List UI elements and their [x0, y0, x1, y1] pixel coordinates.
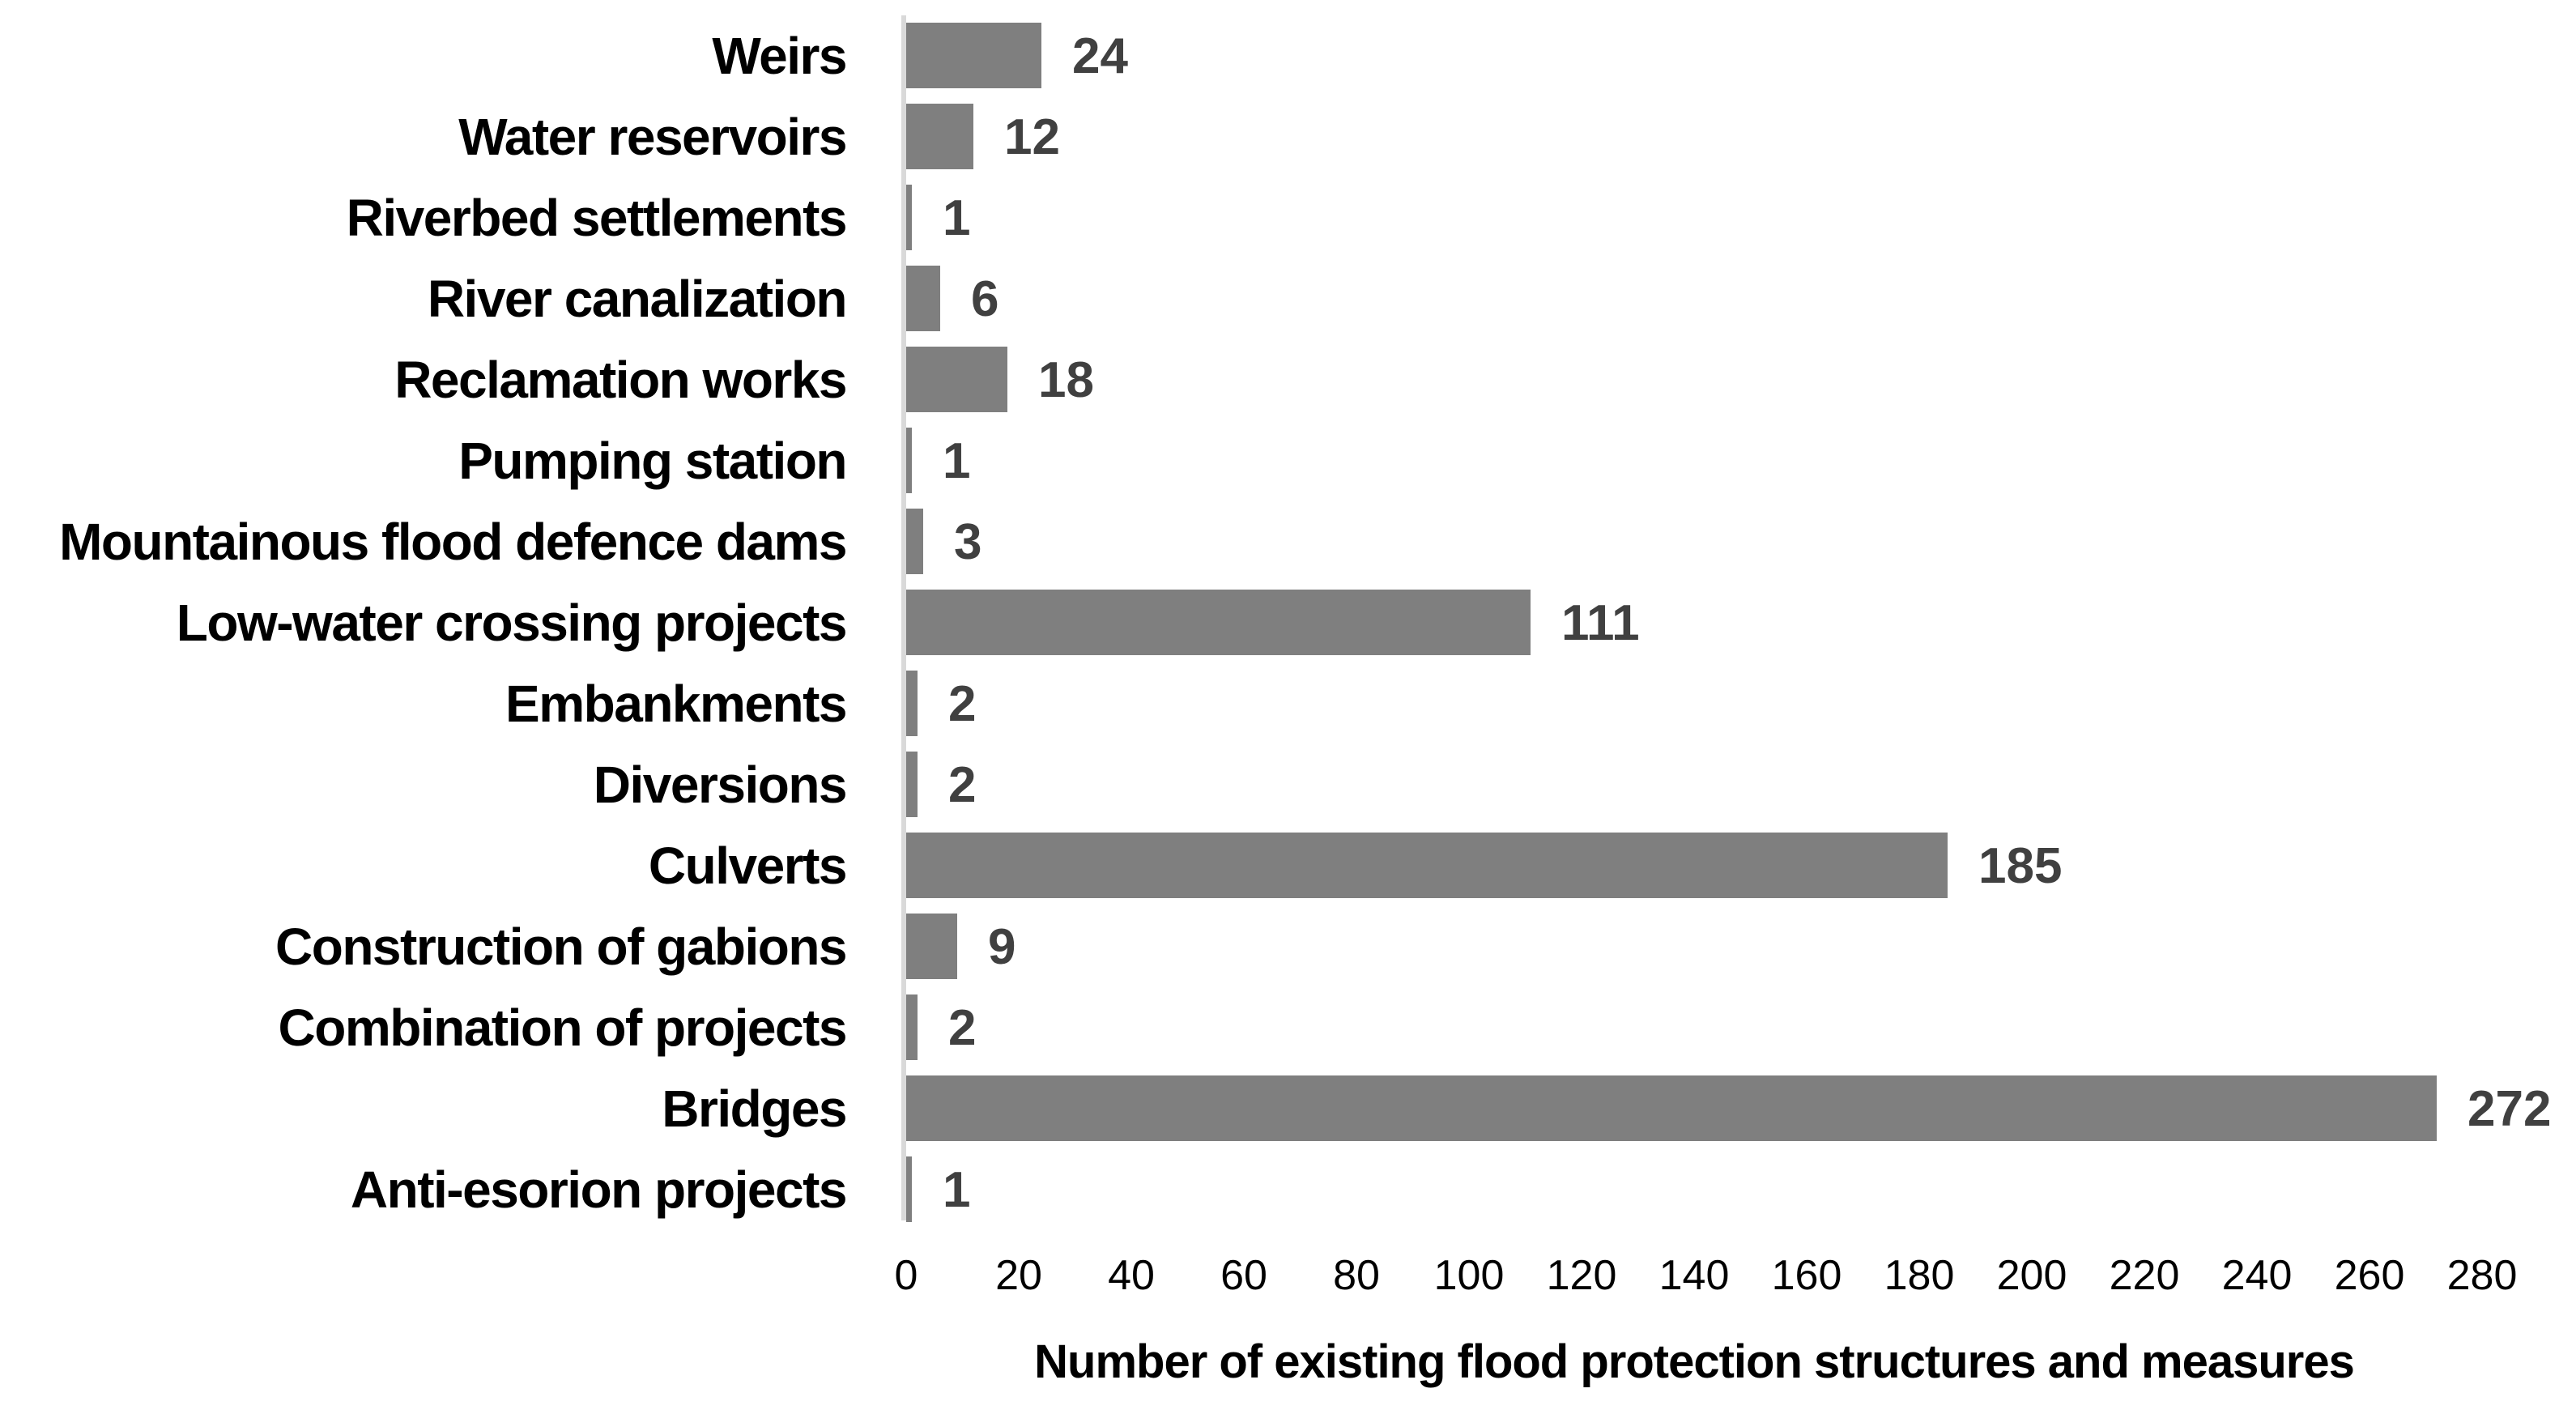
bar [906, 1075, 2437, 1141]
x-axis-tick-label: 220 [2109, 1252, 2180, 1299]
category-label: Bridges [662, 1080, 847, 1138]
category-label: Pumping station [458, 432, 847, 490]
x-axis-tick-label: 180 [1884, 1252, 1955, 1299]
value-label: 1 [943, 432, 971, 489]
category-label: Weirs [712, 27, 847, 85]
x-axis-tick-label: 100 [1433, 1252, 1505, 1299]
x-axis-tick-label: 0 [894, 1252, 918, 1299]
bar [906, 994, 918, 1060]
value-label: 272 [2467, 1080, 2552, 1137]
bar [906, 1156, 912, 1222]
x-axis-tick-label: 40 [1108, 1252, 1155, 1299]
category-label: Combination of projects [278, 999, 848, 1057]
bar [906, 428, 912, 493]
bar [906, 104, 973, 169]
x-axis-tick-label: 260 [2334, 1252, 2405, 1299]
x-axis-tick-label: 120 [1546, 1252, 1617, 1299]
value-label: 24 [1072, 28, 1128, 84]
value-label: 2 [948, 756, 977, 813]
value-label: 1 [943, 1161, 971, 1218]
bar [906, 266, 940, 331]
value-label: 111 [1561, 594, 1640, 651]
value-label: 2 [948, 999, 977, 1056]
x-axis-tick-label: 140 [1658, 1252, 1730, 1299]
category-label: Embankments [505, 675, 847, 733]
value-label: 2 [948, 675, 977, 732]
category-label: River canalization [427, 270, 848, 328]
category-label: Reclamation works [394, 351, 847, 409]
value-label: 18 [1038, 351, 1094, 408]
x-axis-tick-labels: 0 20 40 60 80 100 120 140 160 180 200 220 240 260 280 [895, 1251, 2518, 1308]
value-label: 9 [988, 918, 1016, 975]
bar [906, 23, 1041, 88]
x-axis-tick-label: 280 [2446, 1252, 2518, 1299]
bar [906, 833, 1948, 898]
bar [906, 347, 1007, 412]
value-label: 3 [954, 513, 982, 570]
category-label: Low-water crossing projects [176, 594, 848, 652]
category-label: Culverts [648, 837, 848, 895]
bar [906, 509, 923, 574]
value-label: 1 [943, 190, 971, 246]
y-axis-line [901, 15, 906, 1220]
x-axis-tick-label: 80 [1333, 1252, 1380, 1299]
x-axis-tick-label: 20 [995, 1252, 1042, 1299]
bar [906, 590, 1531, 655]
value-label: 6 [971, 270, 999, 327]
x-axis-tick-label: 60 [1220, 1252, 1267, 1299]
x-axis-tick-label: 200 [1996, 1252, 2067, 1299]
x-axis-title: Number of existing flood protection stru… [1034, 1335, 2355, 1388]
category-label: Construction of gabions [275, 918, 848, 976]
category-label: Riverbed settlements [346, 189, 848, 247]
x-axis-tick-label: 160 [1771, 1252, 1842, 1299]
value-label: 12 [1004, 109, 1060, 165]
bar [906, 914, 957, 979]
category-label: Diversions [593, 756, 848, 814]
category-label: Water reservoirs [458, 108, 847, 166]
bar [906, 671, 918, 736]
category-label: Mountainous flood defence dams [59, 513, 847, 571]
category-label: Anti-esorion projects [350, 1161, 848, 1219]
value-label: 185 [1978, 837, 2063, 894]
bar [906, 185, 912, 250]
bar [906, 752, 918, 817]
x-axis-tick-label: 240 [2221, 1252, 2293, 1299]
